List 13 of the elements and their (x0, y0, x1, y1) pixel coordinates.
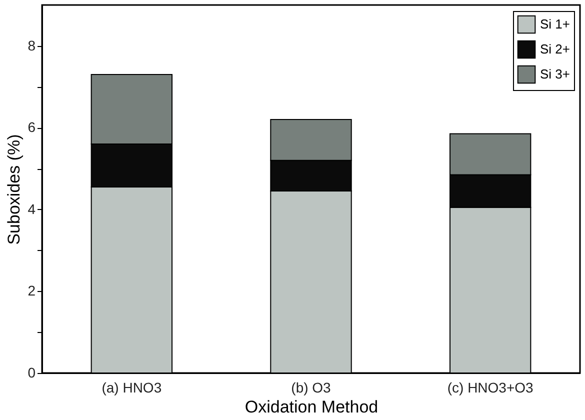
legend-label: Si 1+ (540, 16, 570, 32)
y-tick-label: 0 (28, 364, 36, 380)
legend-label: Si 2+ (540, 42, 570, 56)
legend-label: Si 3+ (540, 66, 570, 82)
y-tick-label: 4 (28, 200, 36, 217)
y-tick-label: 6 (28, 119, 36, 136)
x-tick-label: (a) HNO3 (102, 380, 162, 396)
y-axis-title: Suboxides (%) (4, 134, 24, 245)
x-tick-label: (b) O3 (291, 380, 332, 396)
x-tick-label: (c) HNO3+O3 (447, 380, 534, 396)
x-axis-title: Oxidation Method (244, 398, 378, 416)
y-tick-label: 2 (28, 282, 36, 299)
y-tick-label: 8 (28, 37, 36, 54)
